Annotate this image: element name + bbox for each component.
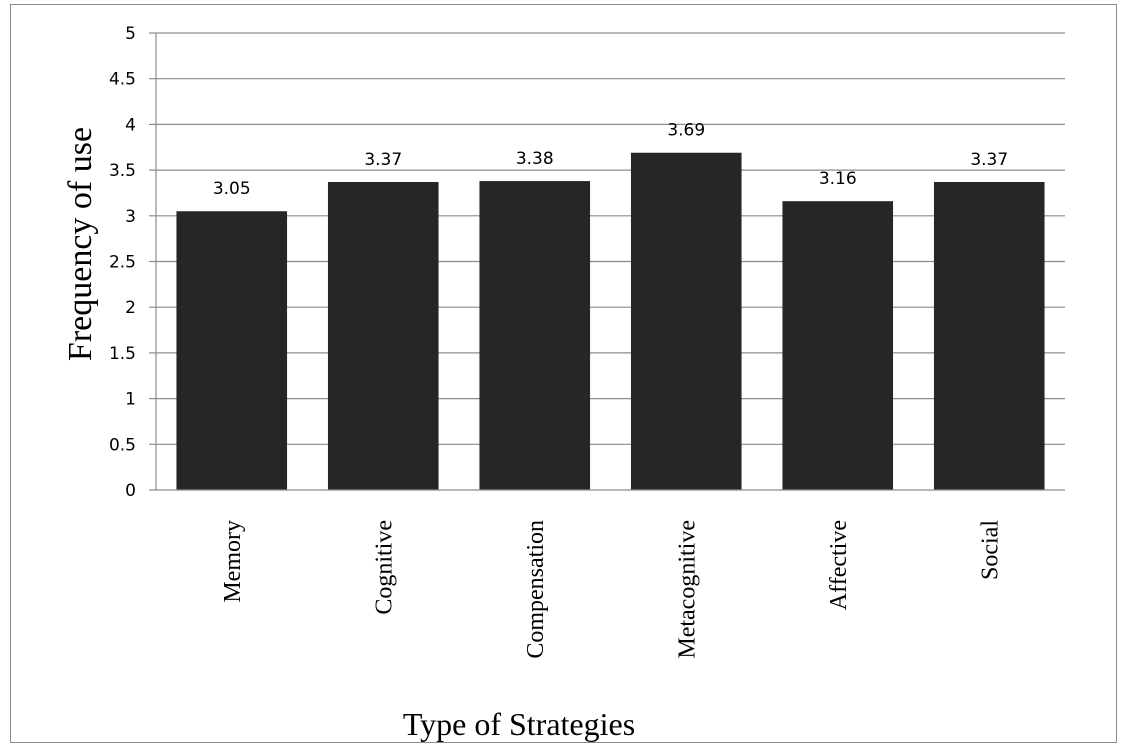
bar-memory	[176, 211, 288, 491]
bar-cognitive	[327, 181, 439, 490]
y-tick-label: 0.5	[109, 435, 136, 455]
category-label: Metacognitive	[674, 520, 700, 659]
bar-chart: 00.511.522.533.544.55 3.053.37 3.383.693.…	[62, 24, 1065, 742]
y-tick-labels: 0 0.5 1 1.5 2 2.5 3 3.5 4 4.5 5	[109, 24, 136, 501]
bars	[176, 152, 1045, 491]
data-label: 3.37	[364, 150, 402, 170]
category-label: Affective	[826, 520, 852, 610]
y-axis-title: Frequency of use	[62, 127, 99, 361]
category-label: Cognitive	[371, 520, 397, 615]
category-label: Social	[977, 520, 1003, 580]
data-label: 3.05	[213, 179, 251, 199]
data-labels: 3.05 3.37 3.38 3.69 3.16 3.37	[213, 121, 1008, 199]
category-label: Compensation	[523, 520, 549, 659]
data-label: 3.16	[819, 169, 857, 189]
category-labels: Memory Cognitive Compensation Metacognitive…	[220, 520, 1004, 659]
axes	[149, 32, 1065, 491]
data-label: 3.38	[516, 149, 554, 169]
y-tick-label: 4	[125, 115, 136, 135]
y-tick-label: 2	[125, 298, 136, 318]
data-label: 3.69	[667, 121, 705, 141]
category-label: Memory	[220, 520, 246, 603]
x-axis-title: Type of Strategies	[403, 706, 635, 742]
y-tick-label: 4.5	[109, 70, 136, 90]
y-tick-label: 1.5	[109, 344, 136, 364]
chart-frame: 0 0.5 1 1.5 2 2.5 3 3.5 4 4.5 5 3.05 3.37 3.38 3.69 3.…	[10, 4, 1117, 743]
bar-affective	[782, 201, 894, 490]
y-tick-label: 2.5	[109, 253, 136, 273]
y-tick-label: 3.5	[109, 161, 136, 181]
data-label: 3.37	[970, 150, 1008, 170]
y-tick-label: 1	[125, 390, 136, 410]
y-tick-label: 0	[125, 481, 136, 501]
y-tick-label: 3	[125, 207, 136, 227]
bar-compensation	[479, 181, 591, 490]
bar-social	[933, 181, 1045, 490]
gridlines	[156, 32, 1065, 445]
bar-metacognitive	[630, 152, 742, 490]
y-tick-label: 5	[125, 24, 136, 44]
